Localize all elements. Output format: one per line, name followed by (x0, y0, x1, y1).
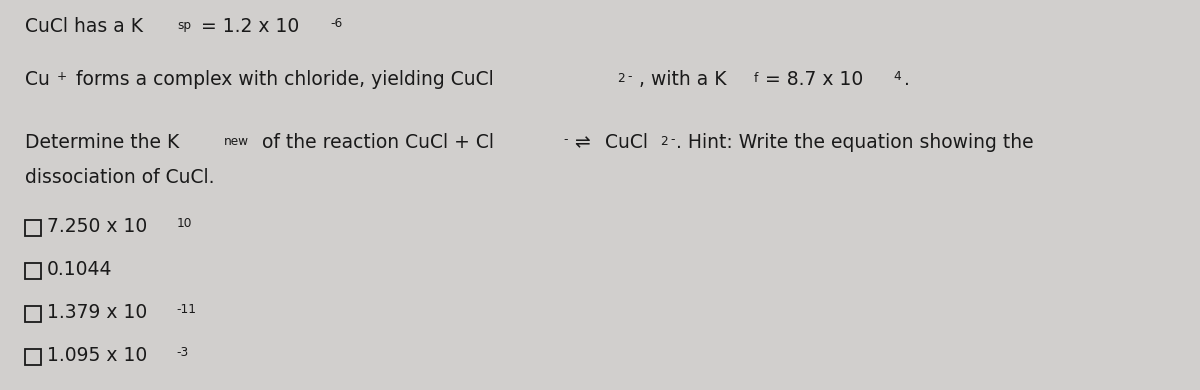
Text: 0.1044: 0.1044 (47, 260, 113, 279)
Text: -11: -11 (176, 303, 197, 316)
Text: -: - (626, 70, 631, 83)
Text: CuCl has a K: CuCl has a K (25, 17, 143, 36)
Bar (25, 263, 41, 279)
Text: 10: 10 (176, 217, 192, 230)
Text: 2: 2 (617, 72, 625, 85)
Text: f: f (754, 72, 757, 85)
Text: , with a K: , with a K (632, 70, 726, 89)
Text: Determine the K: Determine the K (25, 133, 179, 152)
Text: CuCl: CuCl (605, 133, 648, 152)
Text: Cu: Cu (25, 70, 50, 89)
Text: dissociation of CuCl.: dissociation of CuCl. (25, 168, 215, 187)
Text: .: . (904, 70, 910, 89)
Bar (25, 220, 41, 236)
Text: -: - (563, 133, 568, 146)
Text: 1.379 x 10: 1.379 x 10 (47, 303, 148, 322)
Text: 1.095 x 10: 1.095 x 10 (47, 346, 148, 365)
Text: -6: -6 (330, 17, 342, 30)
Bar (25, 349, 41, 365)
Text: -3: -3 (176, 346, 188, 359)
Text: new: new (224, 135, 250, 148)
Text: = 8.7 x 10: = 8.7 x 10 (760, 70, 863, 89)
Text: . Hint: Write the equation showing the: . Hint: Write the equation showing the (677, 133, 1034, 152)
Text: sp: sp (178, 19, 191, 32)
Text: ⇌: ⇌ (569, 133, 596, 152)
Text: = 1.2 x 10: = 1.2 x 10 (196, 17, 300, 36)
Bar (25, 306, 41, 322)
Text: -: - (671, 133, 674, 146)
Text: 4: 4 (894, 70, 901, 83)
Text: forms a complex with chloride, yielding CuCl: forms a complex with chloride, yielding … (70, 70, 494, 89)
Text: 7.250 x 10: 7.250 x 10 (47, 217, 148, 236)
Text: +: + (58, 70, 67, 83)
Text: of the reaction CuCl + Cl: of the reaction CuCl + Cl (257, 133, 494, 152)
Text: 2: 2 (660, 135, 668, 148)
